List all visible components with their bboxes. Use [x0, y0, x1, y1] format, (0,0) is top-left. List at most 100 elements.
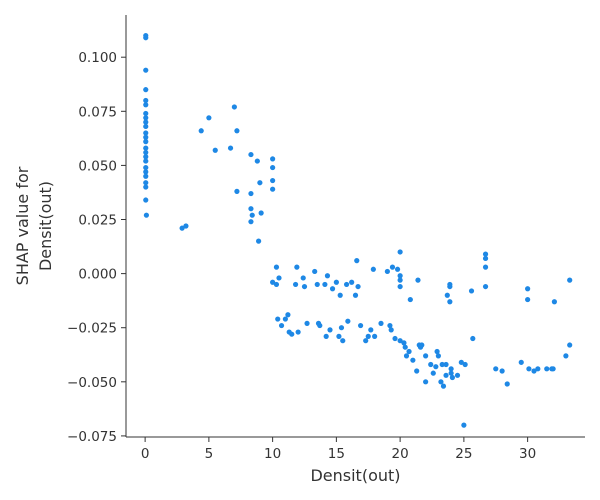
data-point — [143, 35, 149, 41]
data-point — [143, 87, 149, 93]
data-point — [143, 173, 149, 179]
y-tick-label: −0.025 — [67, 321, 117, 337]
y-axis-label-line-1: SHAP value for — [13, 166, 32, 285]
data-point — [323, 333, 329, 339]
data-point — [482, 264, 489, 270]
x-tick-label: 5 — [205, 446, 214, 462]
x-tick-label: 20 — [392, 446, 409, 462]
x-tick-label: 15 — [328, 446, 345, 462]
data-point — [333, 279, 339, 285]
data-point — [414, 368, 420, 374]
data-point — [340, 338, 346, 344]
data-point — [470, 335, 476, 342]
data-point — [443, 361, 449, 368]
data-point — [389, 264, 396, 270]
data-point — [143, 149, 149, 156]
x-tick-label: 10 — [264, 446, 281, 462]
data-point — [257, 180, 263, 186]
data-point — [392, 335, 398, 342]
data-point — [278, 322, 285, 329]
data-point — [423, 379, 429, 385]
data-point — [439, 361, 445, 368]
data-point — [365, 333, 371, 339]
data-point — [401, 340, 407, 346]
data-point — [295, 329, 301, 335]
data-point — [338, 325, 345, 331]
data-point — [234, 128, 240, 134]
data-point — [345, 318, 351, 324]
data-point — [518, 359, 524, 365]
data-point — [368, 327, 374, 333]
data-point — [143, 139, 149, 145]
data-point — [275, 316, 281, 322]
data-point — [343, 281, 350, 288]
data-point — [430, 370, 436, 376]
data-point — [273, 281, 280, 288]
data-point — [550, 366, 556, 372]
data-point — [294, 264, 300, 270]
data-point — [567, 342, 573, 348]
data-point — [384, 268, 390, 275]
data-point — [349, 279, 355, 285]
data-point — [143, 115, 149, 121]
data-point — [304, 320, 310, 326]
data-point — [449, 374, 455, 381]
data-point — [227, 145, 234, 151]
data-point — [206, 115, 212, 121]
data-point — [397, 283, 403, 290]
data-point — [535, 366, 541, 372]
data-point — [526, 366, 532, 372]
data-point — [482, 283, 489, 290]
data-point — [415, 277, 421, 283]
x-tick-label: 25 — [455, 446, 472, 462]
data-point — [179, 225, 185, 231]
data-point — [410, 357, 416, 363]
data-point — [447, 299, 453, 305]
data-point — [231, 104, 237, 110]
data-point — [504, 381, 510, 387]
data-point — [270, 177, 276, 184]
data-point — [567, 277, 573, 283]
data-point — [378, 320, 384, 326]
data-point — [248, 206, 254, 212]
data-point — [388, 327, 394, 333]
data-point — [324, 273, 331, 279]
data-point — [454, 372, 461, 378]
x-axis-label: Densit(out) — [310, 466, 400, 485]
data-point — [183, 223, 189, 229]
data-point — [327, 327, 333, 333]
data-point — [423, 353, 429, 359]
data-point — [285, 312, 291, 318]
data-point — [468, 288, 475, 294]
data-point — [402, 344, 408, 350]
data-point — [448, 366, 454, 372]
y-tick-label: −0.050 — [67, 375, 117, 391]
y-tick-label: 0.075 — [78, 104, 117, 120]
data-point — [461, 422, 467, 428]
data-point — [143, 169, 149, 175]
y-axis-label-line-2: Densit(out) — [36, 181, 55, 271]
data-point — [387, 322, 393, 329]
data-point — [531, 368, 537, 374]
data-point — [256, 238, 262, 244]
data-point — [234, 188, 240, 194]
data-point — [458, 359, 464, 365]
y-axis-label: SHAP value for Densit(out) — [13, 166, 55, 285]
data-point — [448, 370, 454, 376]
data-point — [143, 123, 149, 130]
x-axis-ticks: 0 5 10 15 20 25 30 — [141, 437, 536, 462]
data-point — [444, 292, 450, 298]
data-point — [329, 286, 336, 292]
data-point — [273, 264, 280, 270]
data-point — [435, 353, 441, 359]
data-point — [397, 338, 403, 344]
data-point — [355, 283, 361, 290]
data-point — [544, 366, 550, 372]
data-point — [198, 128, 204, 134]
y-tick-label: 0.000 — [78, 267, 117, 283]
y-tick-label: 0.100 — [78, 50, 117, 66]
data-point — [143, 154, 149, 160]
data-point — [493, 366, 499, 372]
data-point — [397, 273, 403, 279]
